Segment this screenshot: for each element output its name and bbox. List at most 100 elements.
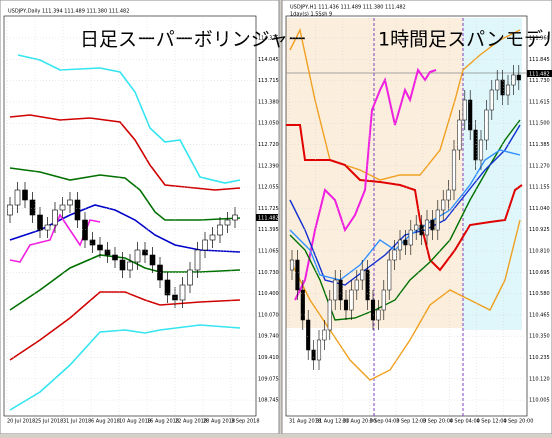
candle: [365, 269, 370, 301]
candle: [489, 89, 494, 111]
candle: [300, 289, 305, 321]
x-tick-label: 4 Sep 20:00: [503, 419, 533, 425]
y-tick-label: 112.720: [258, 142, 279, 148]
y-tick-label: 110.580: [529, 291, 550, 297]
candle: [495, 79, 500, 91]
left-overlay: 日足スーパーボリンジャー: [80, 29, 307, 51]
candle: [419, 224, 424, 236]
candle: [14, 189, 21, 206]
candle: [435, 209, 440, 231]
candle: [89, 239, 96, 246]
band: [289, 124, 521, 286]
y-tick-label: 110.810: [529, 249, 550, 255]
y-tick-label: 111.615: [529, 99, 550, 105]
candle: [392, 249, 397, 261]
lagging-line: [294, 67, 437, 301]
band: [17, 54, 241, 184]
candle: [468, 99, 473, 131]
candle: [414, 224, 419, 231]
x-tick-label: 20 Jul 2018: [7, 419, 35, 425]
x-tick-label: 10 Aug 2018: [119, 419, 151, 425]
candle: [104, 249, 111, 256]
right-plot: [285, 15, 528, 417]
candle: [289, 259, 295, 271]
candle: [37, 214, 43, 231]
candle: [484, 109, 489, 141]
candle: [338, 279, 343, 301]
candle: [142, 249, 148, 256]
candle: [311, 349, 316, 361]
right-price-label: 111.482: [529, 72, 550, 78]
candle: [112, 254, 118, 261]
candle: [516, 74, 521, 81]
candle: [217, 224, 223, 236]
band: [9, 254, 241, 311]
candle: [52, 209, 58, 226]
y-tick-label: 110.070: [258, 312, 279, 318]
span-line: [286, 124, 523, 272]
y-tick-label: 112.055: [258, 185, 279, 191]
y-tick-label: 110.120: [529, 376, 550, 382]
candle: [478, 139, 484, 161]
y-tick-label: 111.730: [529, 78, 550, 84]
y-tick-label: 110.465: [529, 312, 550, 318]
candle: [44, 224, 51, 231]
y-tick-label: 109.740: [258, 334, 279, 340]
left-header: USDJPY,Daily 111.394 111.489 111.380 111…: [8, 9, 129, 15]
candle: [316, 339, 322, 361]
y-tick-label: 111.725: [258, 206, 279, 212]
right-price-box: [527, 70, 552, 77]
candle: [157, 264, 163, 281]
candle: [187, 269, 193, 286]
candle: [149, 254, 156, 266]
candle: [22, 189, 28, 201]
candle: [209, 234, 216, 241]
candle: [333, 279, 338, 301]
x-tick-label: 28 Aug 2018: [203, 419, 235, 425]
candle: [403, 239, 408, 246]
candle: [430, 219, 435, 231]
candle: [387, 259, 392, 291]
candle: [127, 261, 133, 271]
band: [9, 167, 241, 221]
candle: [202, 239, 208, 251]
band: [289, 27, 521, 181]
x-tick-label: 31 Aug 12:00: [316, 419, 350, 425]
candle: [457, 119, 462, 151]
y-tick-label: 114.375: [258, 36, 279, 42]
y-tick-label: 111.270: [529, 163, 550, 169]
candle: [354, 279, 359, 291]
left-price-label: 111.482: [258, 216, 279, 222]
candle: [360, 269, 365, 281]
y-tick-label: 111.040: [529, 206, 550, 212]
candle: [446, 189, 451, 201]
x-tick-label: 3 Sep 12:00: [396, 419, 426, 425]
candle: [343, 299, 349, 311]
x-tick-label: 31 Jul 2018: [63, 419, 91, 425]
x-tick-label: 4 Sep 04:00: [450, 419, 480, 425]
candle: [473, 129, 478, 161]
candle: [349, 289, 354, 311]
x-tick-label: 22 Aug 2018: [175, 419, 207, 425]
x-tick-label: 31 Aug 2018: [289, 419, 321, 425]
y-tick-label: 114.045: [258, 57, 279, 63]
y-tick-label: 110.005: [529, 398, 550, 404]
y-tick-label: 110.350: [529, 334, 550, 340]
y-tick-label: 111.065: [258, 249, 279, 255]
candle: [408, 229, 413, 246]
y-tick-label: 111.845: [529, 57, 550, 63]
x-tick-label: 6 Aug 2018: [91, 419, 120, 425]
candle: [322, 329, 327, 341]
y-tick-label: 110.730: [258, 270, 279, 276]
x-tick-label: 4 Sep 12:00: [476, 419, 506, 425]
y-tick-label: 111.960: [529, 36, 550, 42]
candle: [500, 79, 505, 96]
candle: [82, 219, 88, 241]
y-tick-label: 113.380: [258, 99, 279, 105]
y-tick-label: 113.715: [258, 78, 279, 84]
candle: [119, 259, 126, 271]
right-overlay: 1時間足スパンモデル: [378, 29, 552, 51]
y-tick-label: 111.155: [529, 185, 550, 191]
band: [9, 291, 241, 361]
candle: [74, 199, 81, 221]
